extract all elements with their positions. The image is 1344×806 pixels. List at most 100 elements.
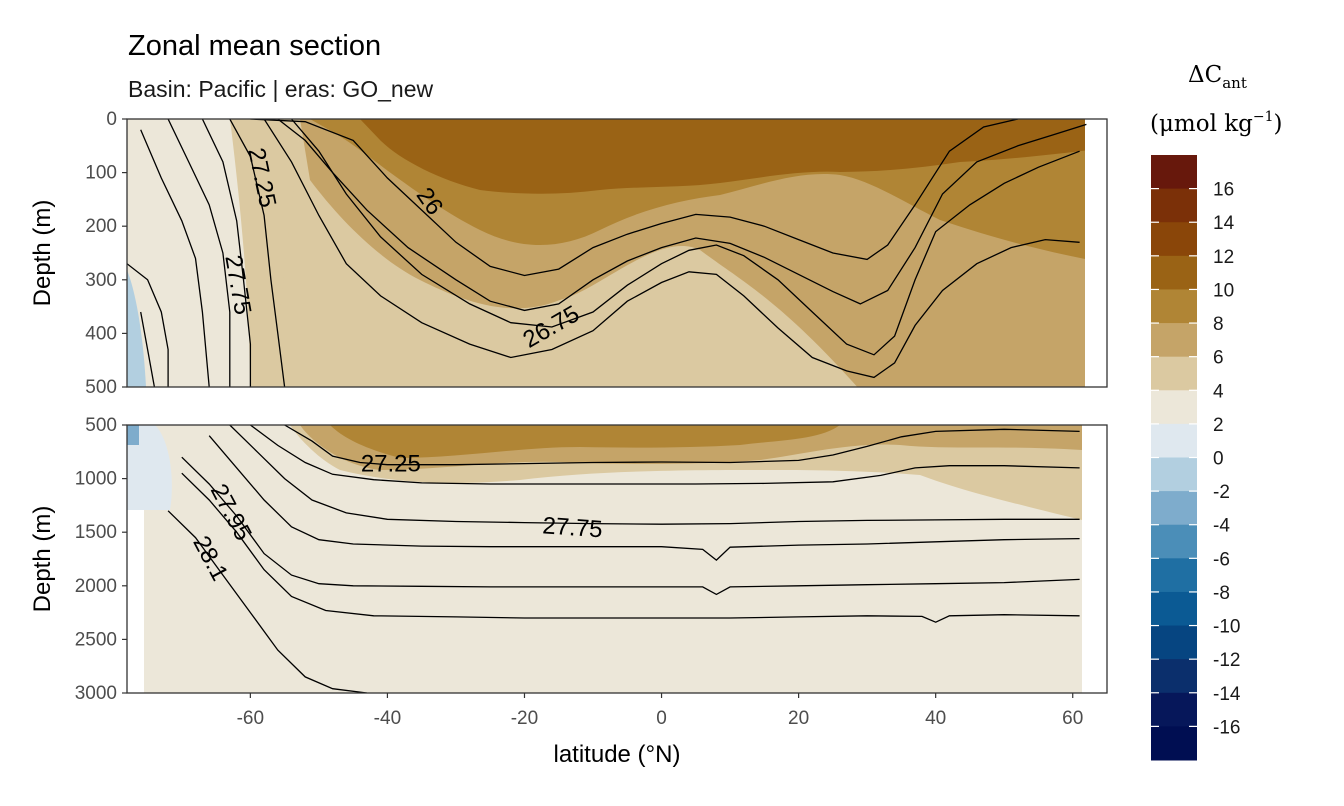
isopycnals-upper [127, 119, 1087, 387]
x-axis-title: latitude (°N) [554, 741, 681, 768]
legend-label: -14 [1213, 684, 1241, 705]
legend-bin [1151, 591, 1197, 627]
legend-bin [1151, 188, 1197, 223]
panel-border-lower [126, 424, 1108, 694]
isopycnal-line-27-5 [201, 119, 252, 387]
y-axis-lower: 500 1000 1500 2000 2500 3000 [75, 415, 127, 704]
x-tick-label: -60 [237, 708, 264, 729]
field-lower [127, 425, 1107, 693]
legend-labels: 16 14 12 10 8 6 4 2 0 -2 -4 -6 -8 -10 -12 -14 -16 [1151, 180, 1241, 738]
legend-title-main: ΔC [1188, 62, 1222, 88]
isopycnal-line-27-25 [284, 425, 1080, 466]
isopycnal-line-27-95 [127, 263, 169, 387]
legend-bin [1151, 558, 1197, 593]
field-band-pale-blue-lower [127, 425, 172, 510]
y-tick-label: 500 [85, 377, 117, 398]
field-mask-lower [1082, 425, 1107, 693]
legend-bin [1151, 155, 1197, 190]
field-band-blue-lower [127, 425, 139, 445]
field-band-tan-west [230, 119, 300, 387]
legend-bin [1151, 625, 1197, 660]
field-band-mid-brown-lower [330, 425, 840, 458]
x-tick-label: 0 [656, 708, 667, 729]
legend-bin [1151, 491, 1197, 526]
legend-label: 16 [1213, 180, 1234, 201]
chart-subtitle: Basin: Pacific | eras: GO_new [128, 76, 433, 102]
isopycnal-label: 27.75 [542, 512, 604, 543]
x-tick-label: -40 [374, 708, 401, 729]
isopycnal-line-28-1 [167, 510, 367, 693]
isopycnal-line-28 [181, 472, 1080, 623]
legend-bin [1151, 659, 1197, 694]
legend-label: 10 [1213, 280, 1234, 301]
legend-bin [1151, 323, 1197, 358]
y-axis-title-upper: Depth (m) [29, 200, 56, 307]
legend-bin [1151, 222, 1197, 257]
legend-bin [1151, 423, 1197, 458]
legend-bin [1151, 356, 1197, 391]
legend-label: 12 [1213, 247, 1234, 268]
y-tick-label: 100 [85, 163, 117, 184]
legend-label: 8 [1213, 314, 1224, 335]
field-mask-upper [1085, 119, 1107, 387]
legend-bin [1151, 390, 1197, 425]
isopycnal-line-27-75 [167, 119, 231, 387]
isopycnal-label: 27.25 [361, 451, 421, 478]
y-axis-upper: 0 100 200 300 400 500 [85, 109, 127, 398]
isopycnal-line-27-25 [229, 119, 286, 387]
isopycnal-line-27-5 [250, 425, 1080, 485]
legend-units-sup: −1 [1253, 109, 1274, 125]
y-tick-label: 0 [106, 109, 117, 130]
isopycnal-line-27-85 [140, 129, 210, 387]
y-tick-label: 300 [85, 270, 117, 291]
legend-units-main: (μmol kg [1150, 111, 1253, 137]
x-tick-label: -20 [511, 708, 538, 729]
isopycnal-line-27-85 [208, 435, 1080, 561]
legend-bin [1151, 692, 1197, 727]
isopycnal-line-26 [250, 119, 1019, 277]
isopycnal-line-27-75 [229, 425, 1080, 525]
y-tick-label: 2000 [75, 576, 117, 597]
legend-label: 4 [1213, 381, 1224, 402]
legend-bin [1151, 726, 1197, 761]
isopycnals-lower [167, 425, 1080, 693]
x-tick-label: 20 [788, 708, 809, 729]
x-axis: -60 -40 -20 0 20 40 60 [237, 693, 1083, 729]
legend-colorbar [1151, 155, 1197, 761]
legend-label: -10 [1213, 617, 1240, 638]
isopycnal-line-27 [263, 119, 1080, 379]
legend-units: (μmol kg−1) [1150, 109, 1283, 137]
legend-bin [1151, 524, 1197, 559]
x-tick-label: 60 [1062, 708, 1083, 729]
legend-bin [1151, 289, 1197, 324]
legend-label: 2 [1213, 415, 1224, 436]
legend-label: -6 [1213, 549, 1230, 570]
legend-label: -2 [1213, 482, 1230, 503]
field-band-blue-edge [127, 270, 146, 387]
legend-label: -16 [1213, 717, 1240, 738]
chart-title: Zonal mean section [128, 30, 381, 62]
field-upper [127, 119, 1107, 387]
legend-label: 6 [1213, 348, 1224, 369]
y-tick-label: 200 [85, 216, 117, 237]
isopycnal-line-28-05 [140, 311, 156, 387]
legend: ΔCant (μmol kg−1) 16 14 12 10 8 6 4 2 0 -2 -4 -6 -8 -… [1150, 62, 1283, 761]
legend-label: 14 [1213, 213, 1235, 234]
panel-border-upper [126, 118, 1108, 388]
legend-bin [1151, 457, 1197, 492]
y-tick-label: 1500 [75, 522, 117, 543]
isopycnal-line-26-75 [291, 119, 1080, 356]
y-axis-title-lower: Depth (m) [29, 506, 56, 613]
legend-label: -12 [1213, 650, 1240, 671]
legend-label: 0 [1213, 449, 1224, 470]
y-tick-label: 1000 [75, 469, 117, 490]
isopycnal-line-27-95 [181, 456, 1080, 596]
legend-title: ΔCant [1188, 62, 1247, 92]
y-tick-label: 500 [85, 415, 117, 436]
legend-label: -8 [1213, 583, 1230, 604]
legend-title-sub: ant [1222, 74, 1247, 92]
y-tick-label: 2500 [75, 629, 117, 650]
